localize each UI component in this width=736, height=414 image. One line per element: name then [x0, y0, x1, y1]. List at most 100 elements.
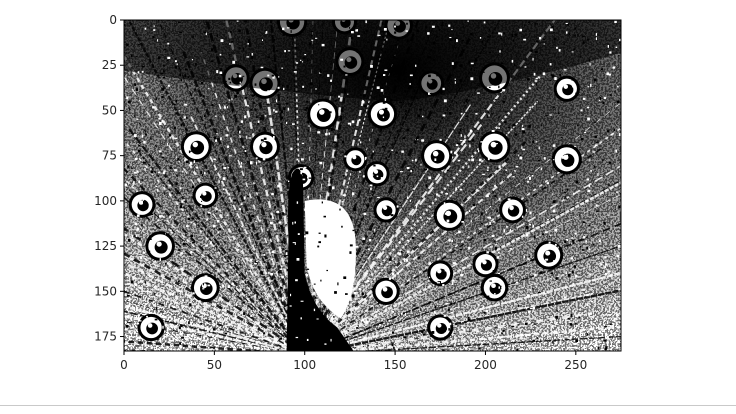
- speckle: [377, 34, 381, 36]
- speckle: [575, 323, 578, 325]
- speckle: [512, 339, 515, 342]
- speckle: [442, 349, 445, 351]
- speckle: [470, 220, 472, 223]
- speckle: [570, 163, 573, 166]
- speckle: [371, 272, 373, 275]
- speckle: [533, 348, 536, 351]
- speckle: [126, 295, 130, 297]
- speckle: [388, 131, 392, 133]
- speckle: [351, 294, 355, 298]
- speckle: [307, 120, 310, 124]
- feather-ray: [124, 320, 289, 351]
- speckle: [541, 233, 544, 236]
- speckle: [321, 231, 324, 235]
- speckle: [248, 331, 250, 335]
- speckle: [388, 319, 391, 321]
- speckle: [529, 307, 533, 310]
- speckle: [436, 193, 439, 196]
- speckle: [487, 169, 489, 171]
- speckle: [474, 128, 476, 131]
- speckle: [333, 276, 336, 278]
- speckle: [158, 288, 160, 291]
- speckle: [246, 135, 248, 139]
- speckle: [340, 58, 344, 61]
- speckle: [449, 38, 452, 41]
- speckle: [592, 243, 595, 246]
- speckle: [288, 51, 291, 53]
- speckle: [172, 305, 176, 309]
- speckle: [227, 167, 230, 169]
- speckle: [394, 261, 397, 263]
- speckle: [434, 216, 437, 219]
- x-tick-label: 100: [293, 358, 316, 372]
- speckle: [413, 71, 415, 74]
- speckle: [501, 137, 503, 139]
- speckle: [141, 70, 144, 73]
- speckle: [544, 140, 547, 142]
- speckle: [184, 318, 186, 321]
- speckle: [205, 151, 207, 153]
- speckle: [184, 116, 188, 119]
- speckle: [328, 206, 331, 209]
- speckle: [372, 174, 374, 176]
- speckle: [566, 188, 569, 191]
- speckle: [539, 37, 542, 40]
- speckle: [128, 238, 131, 242]
- feather-ray: [305, 84, 421, 351]
- speckle: [428, 276, 431, 279]
- speckle: [220, 39, 224, 43]
- speckle: [208, 125, 211, 127]
- speckle: [445, 302, 449, 305]
- speckle: [207, 213, 210, 216]
- speckle: [384, 103, 388, 107]
- speckle: [451, 62, 454, 65]
- speckle: [573, 35, 576, 37]
- speckle: [184, 299, 186, 302]
- speckle: [384, 98, 387, 101]
- speckle: [299, 60, 302, 63]
- speckle: [525, 322, 528, 325]
- speckle: [159, 258, 161, 262]
- speckle: [188, 295, 190, 298]
- speckle: [571, 242, 573, 245]
- speckle: [549, 63, 552, 66]
- speckle: [377, 49, 379, 51]
- speckle: [542, 267, 545, 270]
- speckle: [463, 328, 466, 331]
- speckle: [465, 99, 468, 101]
- feather-ray: [124, 177, 303, 351]
- speckle: [290, 147, 293, 151]
- speckle: [214, 274, 216, 278]
- speckle: [349, 26, 351, 29]
- feather-ray: [124, 232, 302, 351]
- speckle: [534, 344, 536, 346]
- speckle: [330, 247, 332, 250]
- speckle: [563, 43, 565, 45]
- speckle: [416, 97, 419, 100]
- speckle: [330, 128, 333, 131]
- speckle: [214, 115, 217, 117]
- speckle: [200, 205, 203, 207]
- speckle: [300, 235, 304, 238]
- speckle: [570, 314, 573, 317]
- speckle: [216, 210, 218, 212]
- speckle: [272, 250, 275, 253]
- speckle: [483, 151, 486, 154]
- feather-eye-highlight: [382, 286, 388, 292]
- speckle: [254, 263, 257, 265]
- speckle: [421, 330, 424, 333]
- speckle: [413, 305, 416, 307]
- speckle: [189, 303, 192, 307]
- speckle: [140, 314, 142, 316]
- speckle: [586, 246, 589, 250]
- speckle: [140, 256, 143, 260]
- speckle: [256, 232, 259, 235]
- speckle: [192, 185, 194, 189]
- speckle: [361, 101, 365, 104]
- speckle: [158, 56, 161, 60]
- speckle: [286, 209, 288, 212]
- speckle: [181, 336, 185, 339]
- y-tick-label: 25: [102, 58, 117, 72]
- speckle: [495, 143, 498, 145]
- speckle: [240, 120, 244, 123]
